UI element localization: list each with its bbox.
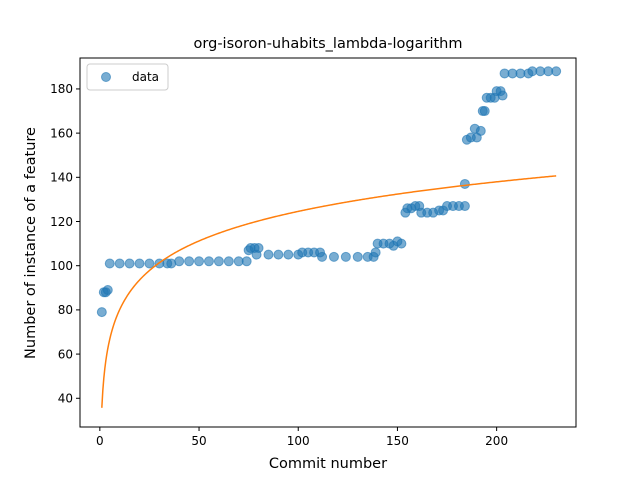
x-tick-label: 0 [96,434,104,448]
y-tick-label: 120 [50,215,73,229]
data-point [475,125,486,136]
y-tick-label: 140 [50,171,73,185]
data-point [352,251,363,262]
plot-area [79,57,577,428]
plot-frame [79,57,577,428]
data-point [241,256,252,267]
data-point [203,256,214,267]
data-point [497,90,508,101]
legend-marker-data [101,72,111,82]
data-point [102,285,113,296]
data-point [273,249,284,260]
legend: data [86,63,169,91]
y-tick-label: 180 [50,82,73,96]
x-tick-label: 200 [485,434,508,448]
data-point [370,247,381,258]
data-point [104,258,115,269]
data-point [317,251,328,262]
x-axis: 0 50 100 150 200 [96,427,508,448]
fit-line [101,175,557,408]
plot-content [96,66,562,408]
y-tick-label: 40 [58,392,73,406]
data-point [213,256,224,267]
x-tick-label: 100 [287,434,310,448]
data-point [114,258,125,269]
data-point [144,258,155,269]
data-point [194,256,205,267]
legend-label-data: data [132,70,159,84]
data-point [328,251,339,262]
data-point [174,256,185,267]
data-point [263,249,274,260]
data-point [551,66,562,77]
y-axis: 40 60 80 100 120 140 160 180 [50,82,80,406]
legend-frame [86,63,169,91]
y-tick-label: 60 [58,347,73,361]
data-point [124,258,135,269]
data-point [340,251,351,262]
chart-title: org-isoron-uhabits_lambda-logarithm [194,36,463,52]
data-point [134,258,145,269]
data-point [251,249,262,260]
x-tick-label: 50 [191,434,206,448]
data-point [479,106,490,117]
x-axis-label: Commit number [269,456,387,472]
data-point [459,178,470,189]
y-tick-label: 160 [50,126,73,140]
y-tick-label: 100 [50,259,73,273]
y-axis-label: Number of instance of a feature [23,127,39,359]
data-point [459,201,470,212]
y-tick-label: 80 [58,303,73,317]
data-point [396,238,407,249]
data-point [223,256,234,267]
data-point [184,256,195,267]
data-point [283,249,294,260]
data-point [96,307,107,318]
x-tick-label: 150 [386,434,409,448]
